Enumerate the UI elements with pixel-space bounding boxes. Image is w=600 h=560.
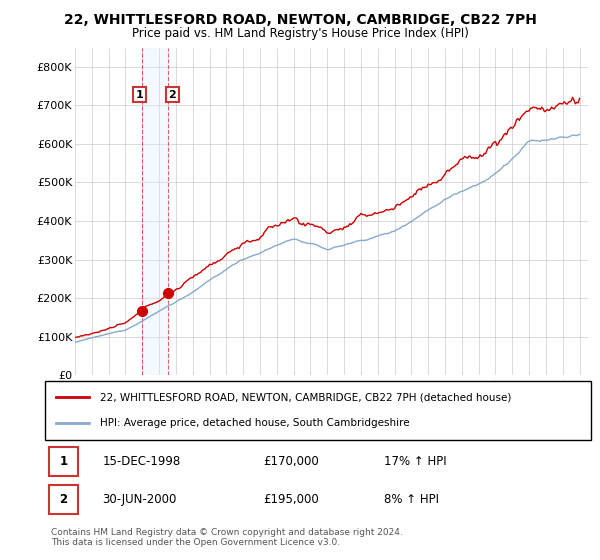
Text: HPI: Average price, detached house, South Cambridgeshire: HPI: Average price, detached house, Sout… xyxy=(100,418,409,428)
Text: 17% ↑ HPI: 17% ↑ HPI xyxy=(383,455,446,468)
Text: 30-JUN-2000: 30-JUN-2000 xyxy=(103,493,177,506)
FancyBboxPatch shape xyxy=(49,447,78,476)
Text: 22, WHITTLESFORD ROAD, NEWTON, CAMBRIDGE, CB22 7PH: 22, WHITTLESFORD ROAD, NEWTON, CAMBRIDGE… xyxy=(64,13,536,27)
Text: 8% ↑ HPI: 8% ↑ HPI xyxy=(383,493,439,506)
Text: 15-DEC-1998: 15-DEC-1998 xyxy=(103,455,181,468)
FancyBboxPatch shape xyxy=(45,381,591,440)
Text: 22, WHITTLESFORD ROAD, NEWTON, CAMBRIDGE, CB22 7PH (detached house): 22, WHITTLESFORD ROAD, NEWTON, CAMBRIDGE… xyxy=(100,392,511,402)
Text: 1: 1 xyxy=(59,455,68,468)
Text: 1: 1 xyxy=(136,90,143,100)
Bar xyxy=(142,48,167,375)
Text: 2: 2 xyxy=(59,493,68,506)
Text: £195,000: £195,000 xyxy=(263,493,319,506)
Text: Contains HM Land Registry data © Crown copyright and database right 2024.
This d: Contains HM Land Registry data © Crown c… xyxy=(51,528,403,547)
FancyBboxPatch shape xyxy=(49,485,78,514)
Text: Price paid vs. HM Land Registry's House Price Index (HPI): Price paid vs. HM Land Registry's House … xyxy=(131,27,469,40)
Text: 2: 2 xyxy=(169,90,176,100)
Text: £170,000: £170,000 xyxy=(263,455,319,468)
